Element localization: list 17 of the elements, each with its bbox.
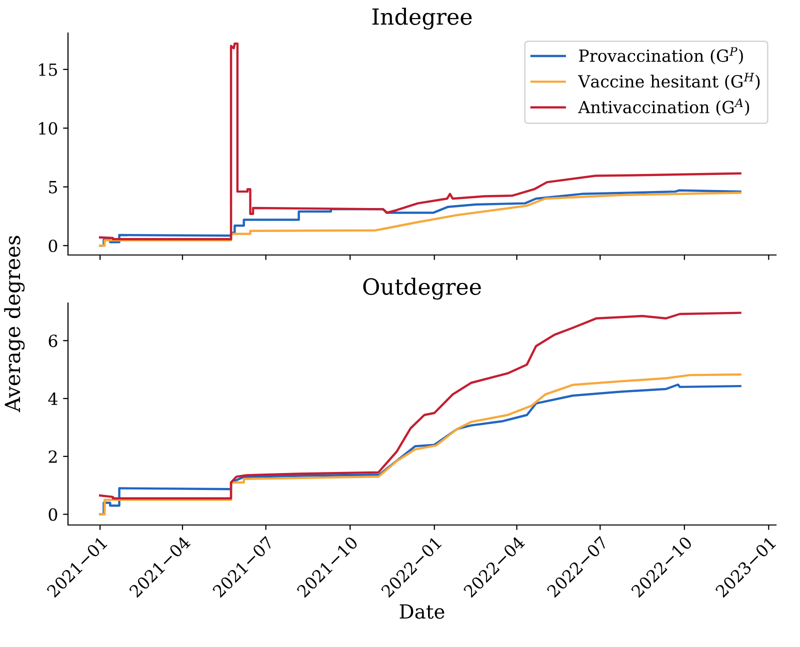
legend-label: Vaccine hesitant (G$^{H}$)	[578, 72, 760, 90]
y-tick-label: 2	[48, 450, 57, 463]
y-tick-label: 0	[48, 240, 58, 252]
y-tick-label: 6	[48, 334, 58, 348]
y-tick-label: 5	[49, 181, 57, 194]
y-tick-label: 10	[39, 122, 58, 135]
y-axis-title: Average degrees	[4, 236, 25, 412]
line-series	[98, 42, 742, 240]
line-series	[98, 312, 742, 500]
chart-title: Indegree	[372, 8, 472, 30]
x-axis-title: Date	[400, 604, 444, 619]
y-tick-label: 15	[39, 63, 57, 76]
chart-title: Outdegree	[363, 278, 481, 300]
y-tick-label: 4	[48, 392, 58, 405]
legend-label: Provaccination (G$^{P}$)	[579, 47, 743, 64]
legend-label: Antivaccination (G$^{A}$)	[578, 98, 750, 116]
y-tick-label: 0	[48, 508, 58, 521]
